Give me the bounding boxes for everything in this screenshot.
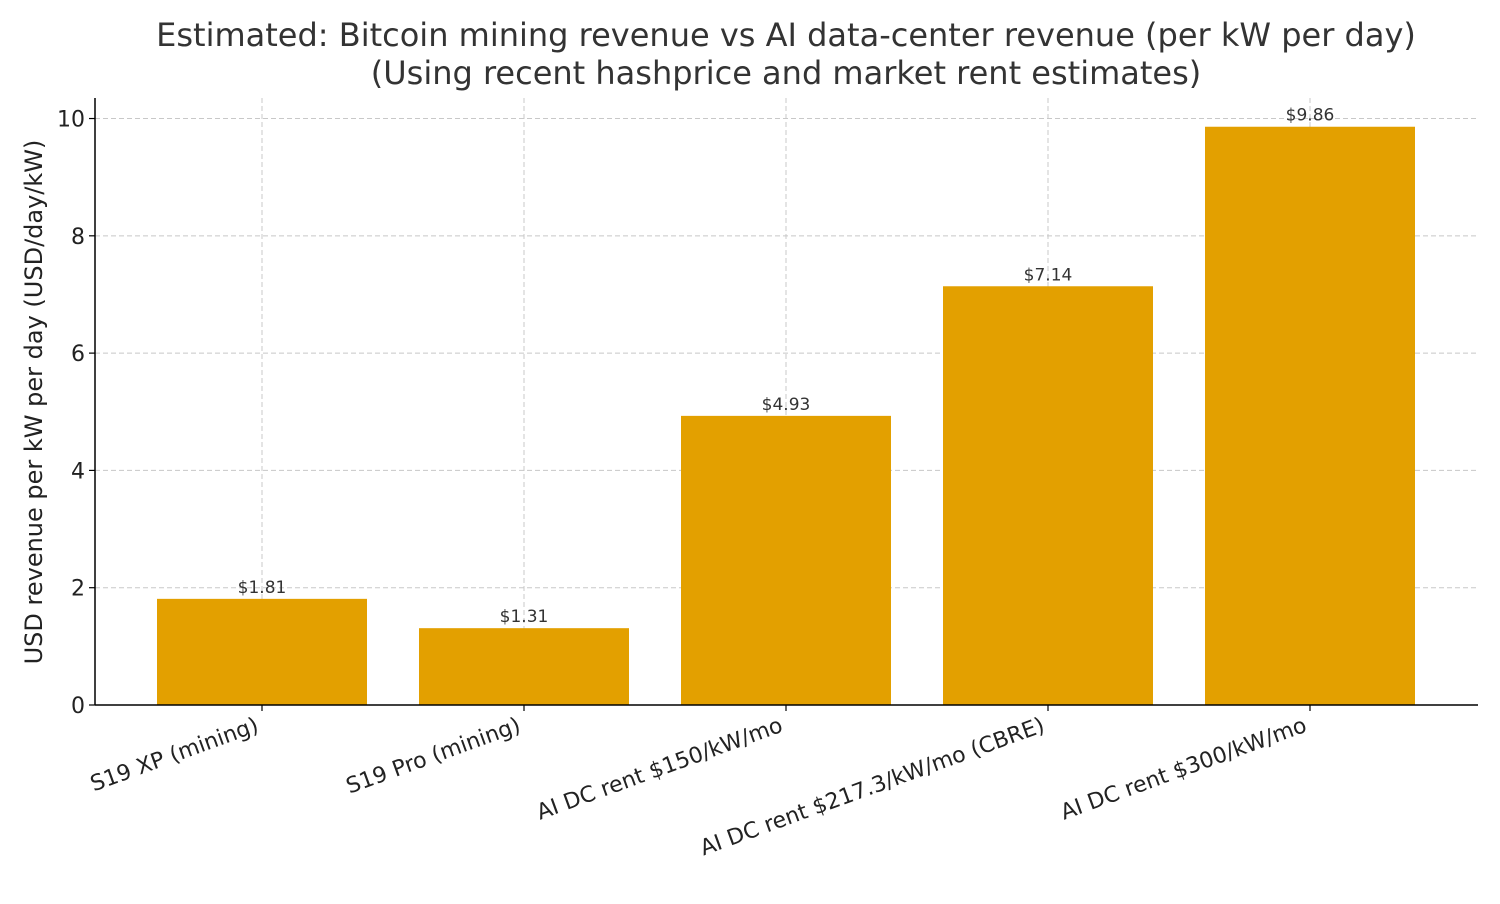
- y-axis-label: USD revenue per kW per day (USD/day/kW): [20, 140, 48, 665]
- chart-title: Estimated: Bitcoin mining revenue vs AI …: [156, 16, 1416, 54]
- y-tick-label: 2: [71, 577, 85, 602]
- y-tick-label: 4: [71, 459, 85, 484]
- bar: [1205, 126, 1415, 706]
- bar: [681, 415, 891, 705]
- bar-value-label: $1.31: [500, 607, 549, 627]
- x-tick-label: AI DC rent $300/kW/mo: [1057, 713, 1310, 825]
- y-tick-label: 8: [71, 225, 85, 250]
- bar-value-label: $9.86: [1286, 106, 1335, 126]
- axes: [89, 98, 1478, 711]
- bar: [157, 598, 367, 705]
- bar: [943, 286, 1153, 705]
- y-tick-label: 6: [71, 342, 85, 367]
- bar-value-label: $7.14: [1024, 265, 1073, 285]
- chart-subtitle: (Using recent hashprice and market rent …: [371, 54, 1202, 92]
- x-tick-label: S19 XP (mining): [87, 713, 262, 797]
- y-tick-label: 10: [57, 108, 85, 133]
- bar-value-label: $1.81: [238, 578, 287, 598]
- y-tick-label: 0: [71, 694, 85, 719]
- x-tick-label: AI DC rent $150/kW/mo: [533, 713, 786, 825]
- x-tick-labels: S19 XP (mining) S19 Pro (mining) AI DC ren…: [87, 713, 1310, 861]
- x-tick-label: S19 Pro (mining): [343, 713, 524, 799]
- bar: [419, 628, 629, 705]
- bars: [157, 126, 1415, 706]
- data-labels: $1.81 $1.31 $4.93 $7.14 $9.86: [238, 106, 1335, 627]
- bar-value-label: $4.93: [762, 395, 811, 415]
- y-tick-labels: 0 2 4 6 8 10: [57, 108, 85, 719]
